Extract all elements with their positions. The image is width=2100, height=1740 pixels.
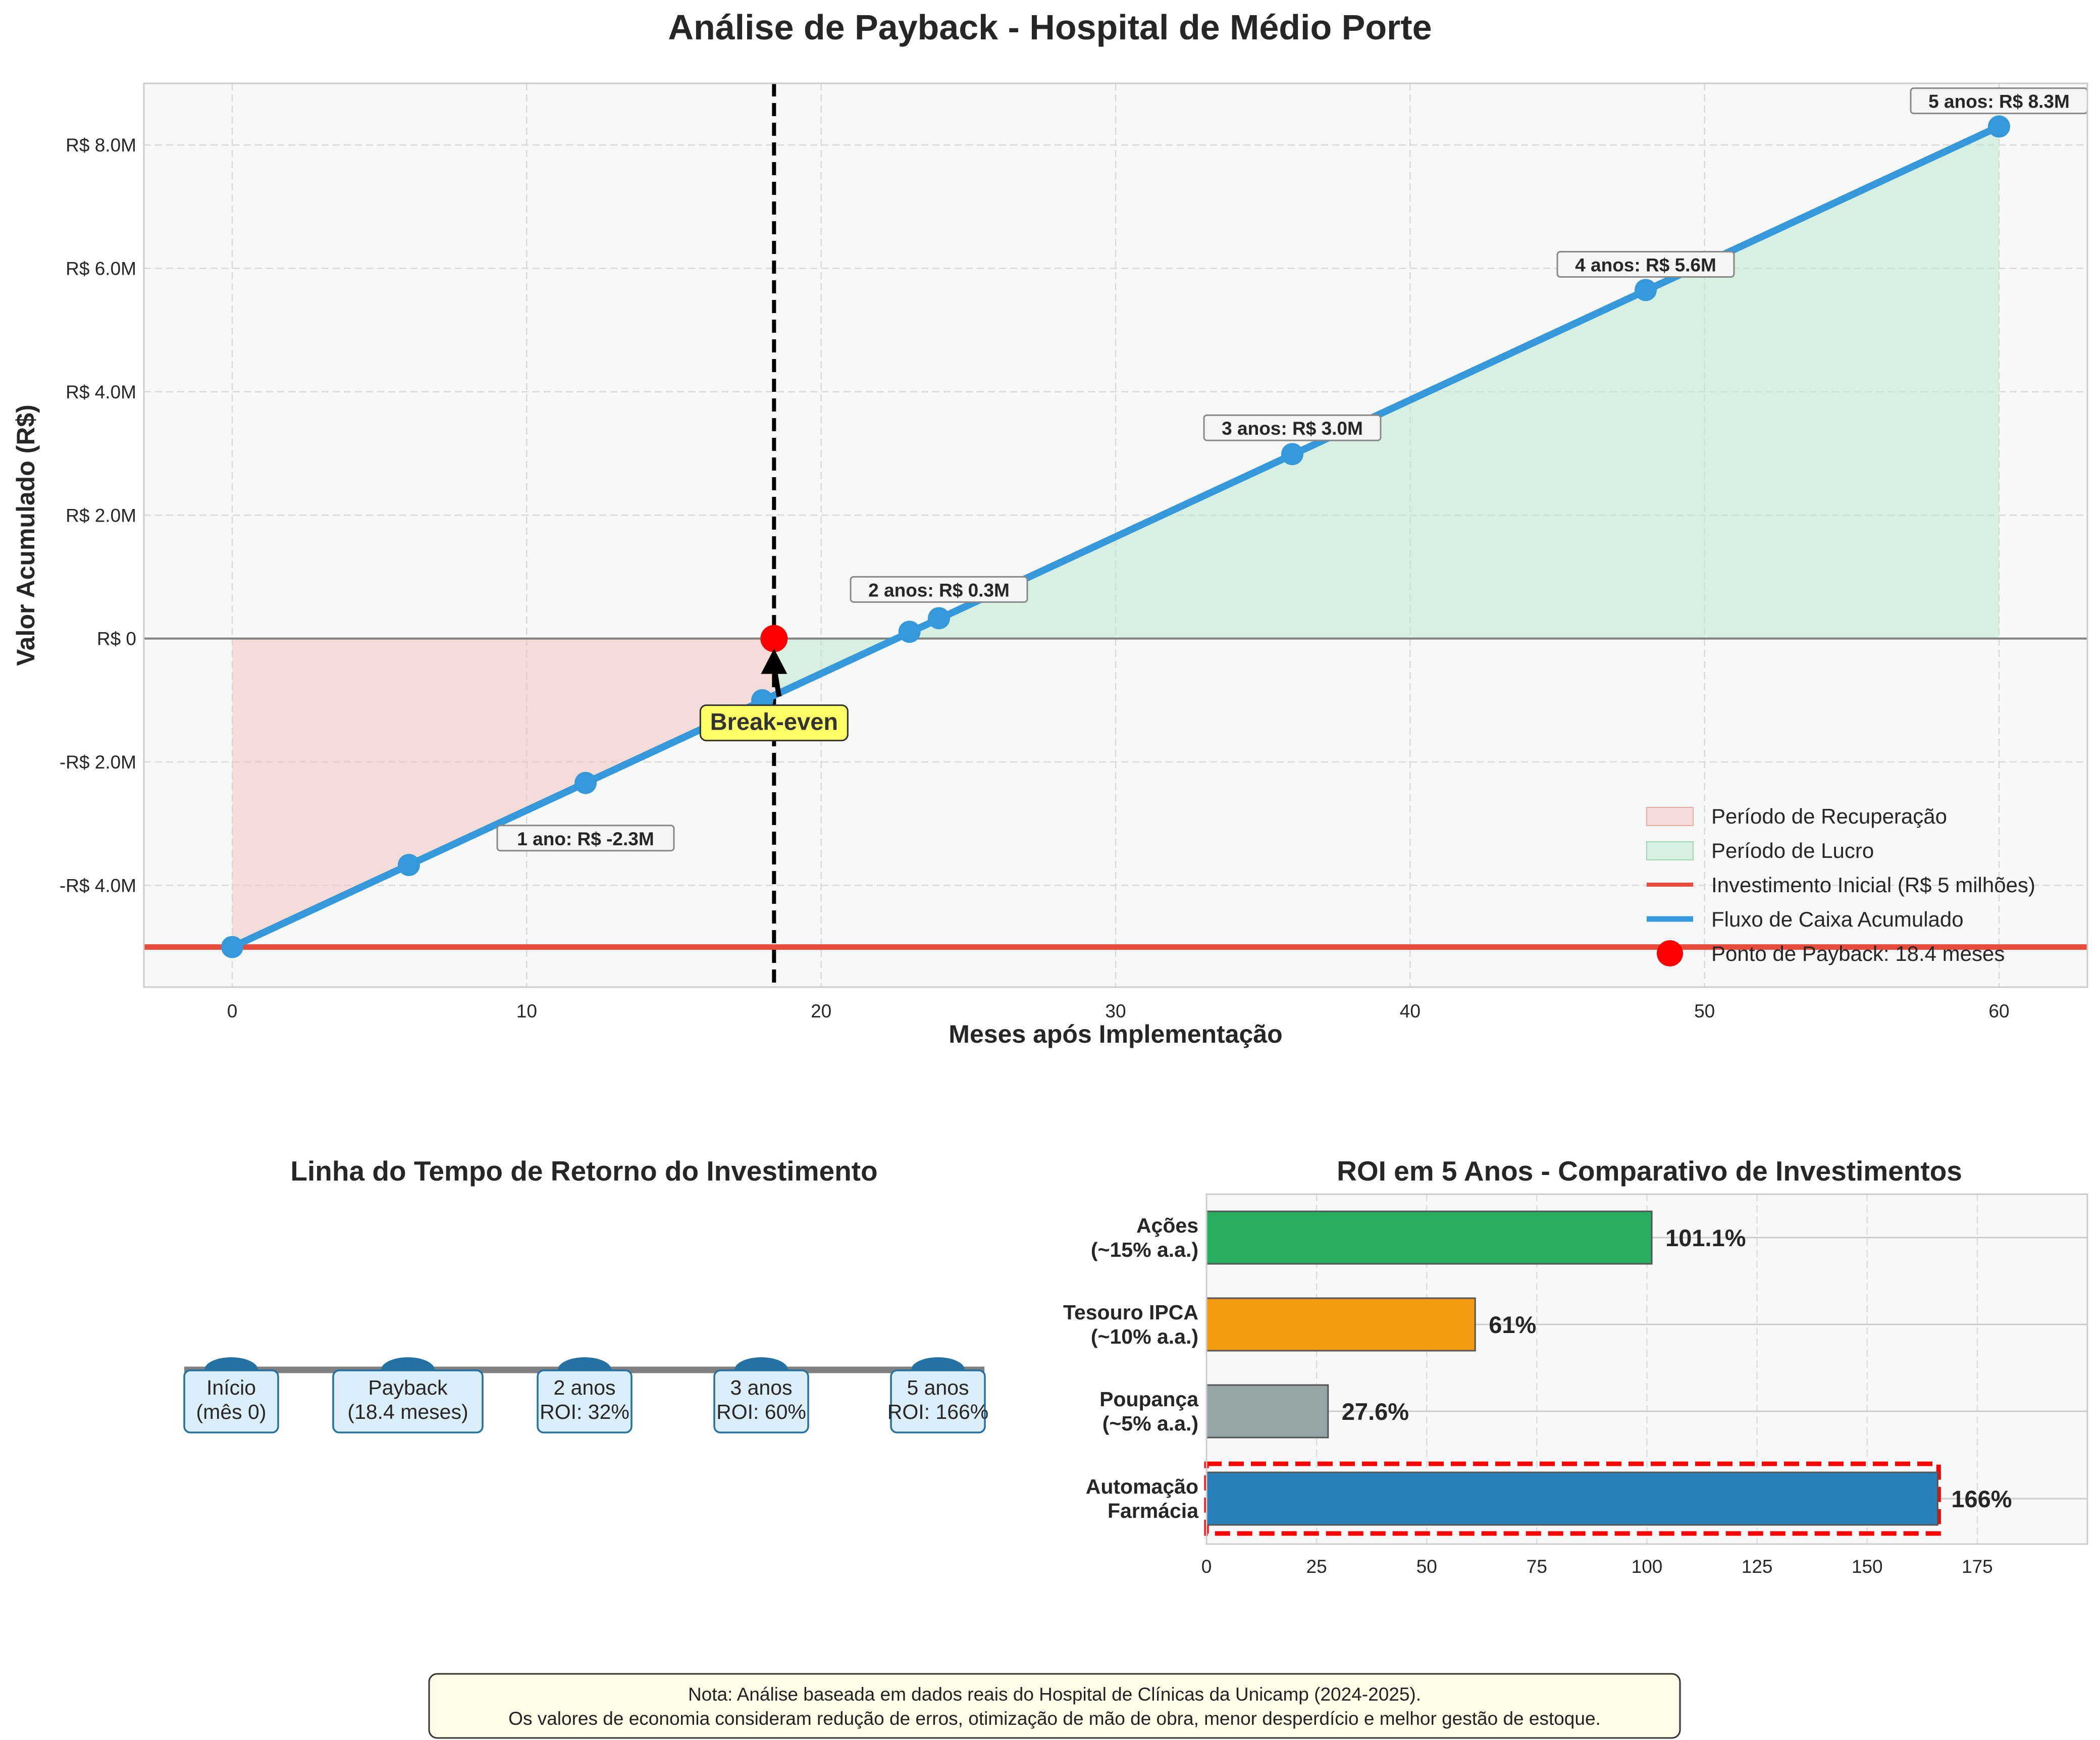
milestone-annotation: 1 ano: R$ -2.3M xyxy=(517,829,654,849)
timeline-panel: Linha do Tempo de Retorno do Investiment… xyxy=(183,1155,989,1434)
cash-flow-point xyxy=(574,772,597,794)
x-tick-label: 10 xyxy=(516,1001,537,1021)
milestone-annotation-box xyxy=(496,825,675,852)
roi-category-label: (~15% a.a.) xyxy=(1091,1238,1198,1261)
legend-label: Período de Lucro xyxy=(1711,839,1874,862)
roi-x-tick-label: 25 xyxy=(1306,1556,1327,1577)
x-tick-label: 30 xyxy=(1105,1001,1126,1021)
recovery-period-area xyxy=(232,638,774,947)
cash-flow-point xyxy=(221,936,243,958)
timeline-milestone-label: 2 anos xyxy=(553,1376,615,1399)
roi-x-tick-label: 100 xyxy=(1632,1556,1663,1577)
timeline-milestone-label: Início xyxy=(206,1376,256,1399)
legend-swatch-payback xyxy=(1657,940,1683,966)
roi-category-label: (~5% a.a.) xyxy=(1102,1412,1198,1435)
legend-label: Fluxo de Caixa Acumulado xyxy=(1711,907,1964,931)
roi-bar xyxy=(1205,1384,1329,1439)
roi-x-tick-label: 75 xyxy=(1527,1556,1547,1577)
timeline-milestone-label: ROI: 32% xyxy=(540,1400,629,1423)
roi-category-label: Ações xyxy=(1136,1214,1198,1237)
x-tick-label: 20 xyxy=(811,1001,831,1021)
y-tick-label: R$ 2.0M xyxy=(66,505,136,526)
footnote-line-2: Os valores de economia consideram reduçã… xyxy=(508,1708,1601,1729)
milestone-annotation: 3 anos: R$ 3.0M xyxy=(1222,418,1363,439)
roi-chart-title: ROI em 5 Anos - Comparativo de Investime… xyxy=(1337,1155,1962,1187)
roi-x-tick-label: 175 xyxy=(1962,1556,1993,1577)
footnote-line-1: Nota: Análise baseada em dados reais do … xyxy=(688,1684,1421,1705)
roi-bar xyxy=(1205,1471,1938,1526)
timeline-milestone-label: ROI: 60% xyxy=(716,1400,806,1423)
timeline-title: Linha do Tempo de Retorno do Investiment… xyxy=(290,1155,877,1187)
timeline-milestone-box xyxy=(890,1369,986,1434)
timeline-milestone-box xyxy=(537,1369,633,1434)
roi-category-label: Automação xyxy=(1086,1475,1198,1498)
timeline-milestone-box xyxy=(183,1369,279,1434)
roi-x-tick-label: 125 xyxy=(1742,1556,1773,1577)
milestone-annotation: 4 anos: R$ 5.6M xyxy=(1575,254,1716,275)
footnote-background xyxy=(428,1673,1681,1739)
timeline-milestone-label: (18.4 meses) xyxy=(347,1400,468,1423)
roi-x-tick-label: 50 xyxy=(1416,1556,1437,1577)
roi-x-tick-label: 0 xyxy=(1201,1556,1212,1577)
timeline-milestone-label: 5 anos xyxy=(907,1376,969,1399)
roi-category-label: Farmácia xyxy=(1108,1499,1199,1522)
timeline-milestone-box xyxy=(332,1369,484,1434)
timeline-milestone-label: Payback xyxy=(368,1376,448,1399)
roi-bar xyxy=(1205,1210,1653,1265)
cash-flow-point xyxy=(1988,115,2010,138)
y-tick-label: -R$ 4.0M xyxy=(60,875,136,896)
milestone-annotation: 5 anos: R$ 8.3M xyxy=(1928,91,2070,112)
roi-category-label: Poupança xyxy=(1099,1388,1199,1411)
legend-swatch-recovery xyxy=(1646,807,1694,826)
roi-bar-value-label: 61% xyxy=(1489,1311,1536,1338)
milestone-annotation: 2 anos: R$ 0.3M xyxy=(868,580,1010,600)
x-tick-label: 40 xyxy=(1400,1001,1421,1021)
legend-label: Período de Recuperação xyxy=(1711,804,1947,828)
y-tick-label: R$ 6.0M xyxy=(66,259,136,279)
y-tick-label: R$ 4.0M xyxy=(66,382,136,402)
roi-category-label: Tesouro IPCA xyxy=(1063,1301,1198,1324)
timeline-milestone-label: ROI: 166% xyxy=(887,1400,989,1423)
timeline-milestone-label: (mês 0) xyxy=(196,1400,267,1423)
roi-bar-chart: ROI em 5 Anos - Comparativo de Investime… xyxy=(1063,1155,2088,1577)
roi-bar-value-label: 27.6% xyxy=(1342,1398,1409,1425)
roi-bar-value-label: 101.1% xyxy=(1665,1224,1746,1251)
legend-swatch-profit xyxy=(1646,841,1694,860)
cash-flow-point xyxy=(1281,443,1303,466)
legend-label: Investimento Inicial (R$ 5 milhões) xyxy=(1711,873,2035,897)
break-even-label: Break-even xyxy=(710,708,838,735)
x-tick-label: 60 xyxy=(1988,1001,2009,1021)
payback-point xyxy=(760,625,788,652)
timeline-milestone-box xyxy=(713,1369,809,1434)
milestone-annotation-box xyxy=(850,576,1028,603)
roi-x-tick-label: 150 xyxy=(1852,1556,1883,1577)
cash-flow-point xyxy=(898,621,921,643)
break-even-arrow-head xyxy=(761,648,788,674)
roi-bar xyxy=(1205,1297,1476,1352)
x-axis-label: Meses após Implementação xyxy=(949,1020,1282,1048)
y-axis-label: Valor Acumulado (R$) xyxy=(12,404,40,666)
milestone-annotation-box xyxy=(1203,414,1382,441)
y-tick-label: -R$ 2.0M xyxy=(60,752,136,773)
cash-flow-point xyxy=(928,607,950,630)
cash-flow-point xyxy=(398,854,420,877)
roi-plot-frame xyxy=(1205,1193,2088,1545)
timeline-milestone-label: 3 anos xyxy=(730,1376,792,1399)
plot-frame xyxy=(143,82,2088,988)
payback-chart: 1 ano: R$ -2.3M 2 anos: R$ 0.3M 3 anos: R$… xyxy=(12,82,2088,1048)
footnote-box: Nota: Análise baseada em dados reais do … xyxy=(428,1673,1681,1739)
x-tick-label: 0 xyxy=(227,1001,238,1021)
milestone-annotation-box xyxy=(1556,250,1735,278)
roi-bar-value-label: 166% xyxy=(1951,1486,2012,1512)
y-tick-label: R$ 0 xyxy=(97,629,136,649)
legend: Período de Recuperação Período de Lucro In… xyxy=(1646,804,2035,966)
figure-title: Análise de Payback - Hospital de Médio P… xyxy=(668,8,1432,47)
y-tick-label: R$ 8.0M xyxy=(66,135,136,156)
cash-flow-point xyxy=(1635,279,1657,301)
break-even-box xyxy=(699,704,849,742)
legend-label: Ponto de Payback: 18.4 meses xyxy=(1711,942,2005,965)
roi-category-label: (~10% a.a.) xyxy=(1091,1325,1198,1348)
x-tick-label: 50 xyxy=(1694,1001,1715,1021)
